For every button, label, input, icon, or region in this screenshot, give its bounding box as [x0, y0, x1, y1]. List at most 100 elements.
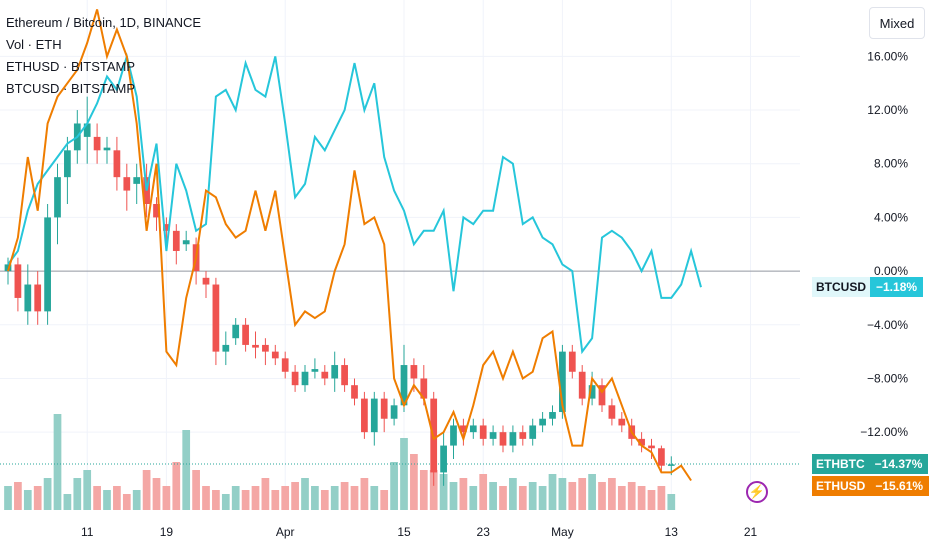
badge-symbol: BTCUSD: [812, 276, 870, 297]
volume-bar: [518, 486, 527, 510]
candle-body: [361, 398, 368, 433]
candle-body: [252, 344, 259, 348]
candle-body: [172, 230, 180, 251]
volume-bar: [271, 490, 280, 510]
volume-bar: [33, 486, 42, 510]
y-tick-label: −8.00%: [867, 371, 908, 385]
candle-body: [509, 432, 517, 446]
volume-bar: [132, 490, 141, 510]
volume-bar: [182, 430, 191, 510]
candle-body: [658, 448, 665, 466]
candle-body: [400, 365, 408, 406]
volume-bar: [162, 486, 171, 510]
time-axis[interactable]: 11 19 Apr 15 23 May 13 21: [81, 525, 758, 539]
chart-legend: Ethereum / Bitcoin, 1D, BINANCE Vol · ET…: [6, 12, 201, 100]
volume-bar: [578, 478, 587, 510]
candle-body: [380, 398, 388, 419]
candle-body: [301, 371, 309, 386]
symbol-title[interactable]: Ethereum / Bitcoin, 1D, BINANCE: [6, 15, 202, 30]
candle-body: [469, 425, 477, 433]
y-tick-label: 8.00%: [874, 157, 908, 171]
volume-bar: [281, 486, 290, 510]
candle-body: [291, 371, 299, 386]
y-tick-label: −4.00%: [867, 318, 908, 332]
volume-bar: [63, 494, 72, 510]
volume-bar: [588, 474, 596, 510]
candle-body: [549, 412, 556, 419]
scale-mode-button[interactable]: Mixed: [869, 7, 925, 39]
volume-bar: [142, 470, 151, 510]
volume-bar: [53, 414, 62, 510]
volume-bar: [489, 482, 497, 510]
volume-bar: [439, 474, 448, 510]
volume-bar: [548, 474, 557, 510]
x-tick-label: 11: [81, 525, 94, 539]
y-tick-label: 0.00%: [874, 264, 908, 278]
badge-value: −1.18%: [870, 276, 924, 297]
volume-bar: [172, 462, 181, 510]
candle-body: [34, 284, 42, 312]
volume-bar: [241, 490, 250, 510]
candle-body: [103, 147, 111, 151]
volume-bar: [479, 474, 488, 510]
candle-body: [133, 177, 141, 184]
candle-body: [242, 324, 249, 345]
candle-body: [202, 277, 210, 285]
x-tick-label: 19: [160, 525, 174, 539]
candle-body: [262, 344, 269, 352]
ethusd-legend[interactable]: ETHUSD · BITSTAMP: [6, 59, 136, 74]
candle-body: [281, 358, 289, 372]
volume-bar: [449, 482, 458, 510]
candle-body: [24, 284, 32, 312]
candle-body: [489, 432, 497, 439]
volume-bar: [647, 490, 656, 510]
candle-body: [578, 371, 586, 399]
lightning-icon[interactable]: ⚡: [746, 481, 768, 503]
volume-bar: [113, 486, 121, 510]
volume-bar: [340, 482, 349, 510]
x-tick-label: May: [551, 525, 574, 539]
volume-bar: [509, 478, 517, 510]
candle-body: [667, 464, 675, 466]
candle-body: [390, 405, 398, 419]
x-tick-label: 15: [397, 525, 411, 539]
volume-bar: [231, 486, 240, 510]
badge-symbol: ETHUSD: [812, 475, 870, 496]
volume-bar: [14, 482, 22, 510]
volume-bar: [212, 490, 220, 510]
y-tick-label: −12.00%: [860, 425, 908, 439]
badge-value: −15.61%: [869, 475, 930, 496]
volume-bar: [311, 486, 319, 510]
volume-bar: [390, 462, 398, 510]
volume-bars: [4, 414, 676, 510]
volume-bar: [73, 478, 82, 510]
candle-body: [410, 365, 418, 379]
candle-body: [539, 418, 546, 426]
btcusd-legend[interactable]: BTCUSD · BITSTAMP: [6, 81, 136, 96]
volume-bar: [202, 486, 210, 510]
volume-bar: [43, 478, 52, 510]
volume-bar: [538, 486, 547, 510]
ethusd-price-badge: ETHUSD −15.61%: [812, 475, 930, 496]
volume-bar: [122, 494, 131, 510]
candle-body: [232, 324, 240, 339]
candle-body: [44, 217, 51, 312]
candle-body: [64, 150, 71, 178]
candle-body: [83, 123, 91, 137]
volume-bar: [301, 478, 309, 510]
candle-body: [420, 378, 428, 399]
candle-body: [341, 365, 348, 386]
candle-body: [351, 385, 358, 399]
volume-bar: [152, 478, 161, 510]
volume-bar: [23, 490, 32, 510]
volume-bar: [608, 478, 616, 510]
candle-body: [331, 365, 339, 379]
candle-body: [182, 240, 190, 245]
volume-bar: [400, 438, 408, 510]
price-axis[interactable]: 16.00% 12.00% 8.00% 4.00% 0.00% −4.00% −8.00% −…: [860, 49, 908, 439]
volume-legend[interactable]: Vol · ETH: [6, 37, 62, 52]
candle-body: [370, 398, 378, 433]
y-tick-label: 16.00%: [867, 49, 908, 63]
volume-bar: [360, 478, 369, 510]
